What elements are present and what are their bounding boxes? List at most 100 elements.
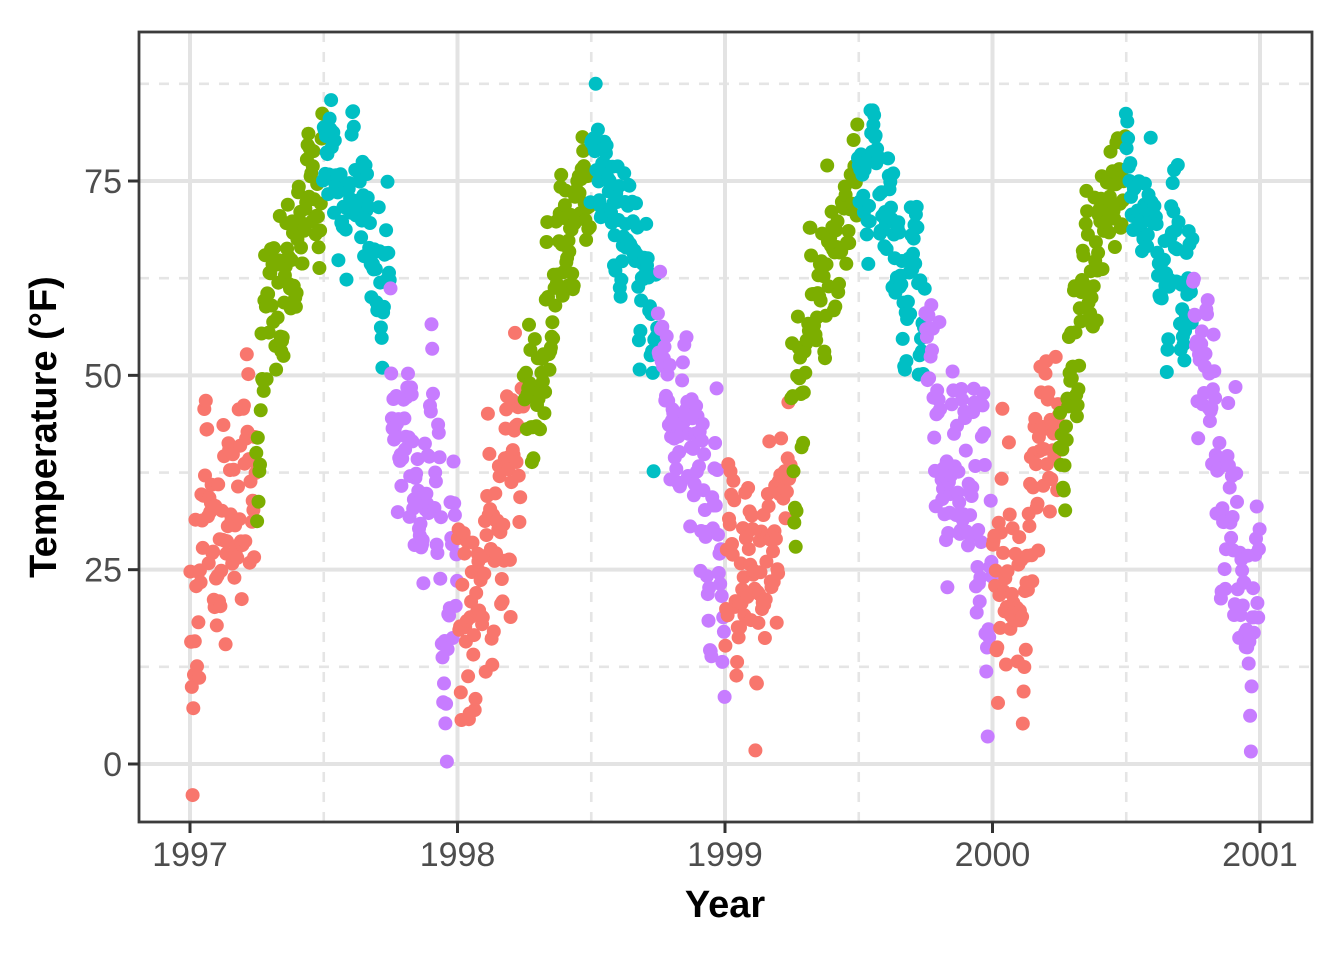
data-point [546, 331, 561, 346]
data-point [294, 240, 308, 255]
data-point [488, 486, 503, 501]
data-point [1165, 176, 1180, 190]
data-point [409, 466, 424, 481]
data-point [646, 464, 661, 479]
data-point [617, 166, 632, 181]
data-point [1215, 501, 1230, 516]
axis-tick-labels: 1997 1998 1999 2000 2001 0 25 50 75 [84, 163, 1298, 874]
data-point [700, 569, 714, 584]
data-point [511, 468, 526, 483]
data-point [932, 315, 947, 330]
data-point [448, 598, 463, 613]
data-point [1243, 744, 1258, 759]
data-point [1235, 563, 1250, 578]
data-point [276, 348, 291, 363]
data-point [1177, 353, 1192, 368]
data-point [1176, 337, 1191, 352]
data-point [1251, 542, 1266, 557]
data-point [394, 478, 409, 493]
data-point [1246, 581, 1261, 596]
data-point [322, 111, 337, 126]
data-point [862, 198, 876, 213]
data-point [1171, 215, 1186, 229]
data-point [884, 200, 898, 215]
data-point [1018, 642, 1033, 657]
data-point [859, 227, 874, 242]
data-point [708, 436, 723, 450]
data-point [789, 504, 804, 518]
data-point [432, 450, 447, 465]
data-point [495, 594, 510, 609]
data-point [485, 657, 500, 672]
data-point [477, 566, 492, 581]
data-point [675, 373, 690, 388]
data-point [333, 167, 348, 182]
data-point [694, 433, 709, 448]
data-point [879, 242, 894, 256]
data-point [232, 512, 247, 527]
data-point [725, 537, 739, 551]
data-point [713, 576, 728, 591]
data-point [910, 220, 925, 235]
data-point [301, 126, 316, 141]
data-point [976, 386, 991, 401]
data-point [1107, 240, 1122, 254]
data-point [1212, 436, 1227, 450]
data-point [683, 519, 698, 534]
data-point [786, 464, 801, 479]
data-point [502, 552, 517, 567]
data-point [422, 449, 437, 464]
data-point [381, 245, 396, 260]
data-point [994, 471, 1009, 486]
data-point [1015, 716, 1030, 731]
data-point [423, 404, 438, 419]
x-tick-label: 1998 [420, 836, 496, 874]
data-point [1249, 499, 1264, 514]
data-point [216, 418, 231, 432]
data-point [1038, 366, 1053, 381]
data-point [588, 76, 603, 91]
data-point [993, 620, 1008, 635]
data-point [982, 630, 997, 645]
data-point [185, 788, 200, 803]
data-point [1064, 371, 1079, 386]
data-point [339, 272, 354, 287]
data-point [236, 398, 251, 413]
data-point [759, 554, 774, 569]
data-point [922, 371, 937, 386]
data-point [193, 575, 208, 590]
data-point [925, 343, 939, 358]
data-point [633, 323, 648, 338]
data-point [191, 615, 206, 630]
x-tick-label: 2000 [955, 836, 1031, 874]
data-point [906, 231, 921, 246]
data-point [894, 277, 909, 292]
data-point [383, 281, 398, 296]
data-point [892, 225, 907, 240]
data-point [548, 298, 563, 313]
data-point [374, 330, 389, 345]
data-point [718, 638, 733, 653]
data-point [1200, 293, 1215, 308]
data-point [945, 364, 960, 379]
data-point [715, 654, 730, 669]
data-point [1089, 313, 1104, 328]
data-point [856, 188, 871, 203]
data-point [748, 743, 763, 758]
data-point [675, 355, 690, 370]
x-axis-title: Year [685, 884, 766, 926]
data-point [241, 367, 256, 382]
data-point [1059, 432, 1074, 447]
data-point [1016, 684, 1031, 699]
data-point [527, 332, 542, 347]
data-point [379, 223, 394, 238]
data-point [535, 374, 550, 389]
data-point [796, 435, 811, 450]
data-point [867, 108, 882, 123]
data-point [741, 542, 756, 557]
data-point [428, 474, 443, 489]
data-point [1229, 466, 1244, 481]
data-point [818, 351, 832, 366]
data-point [969, 605, 984, 620]
x-tick-label: 1999 [687, 836, 763, 874]
